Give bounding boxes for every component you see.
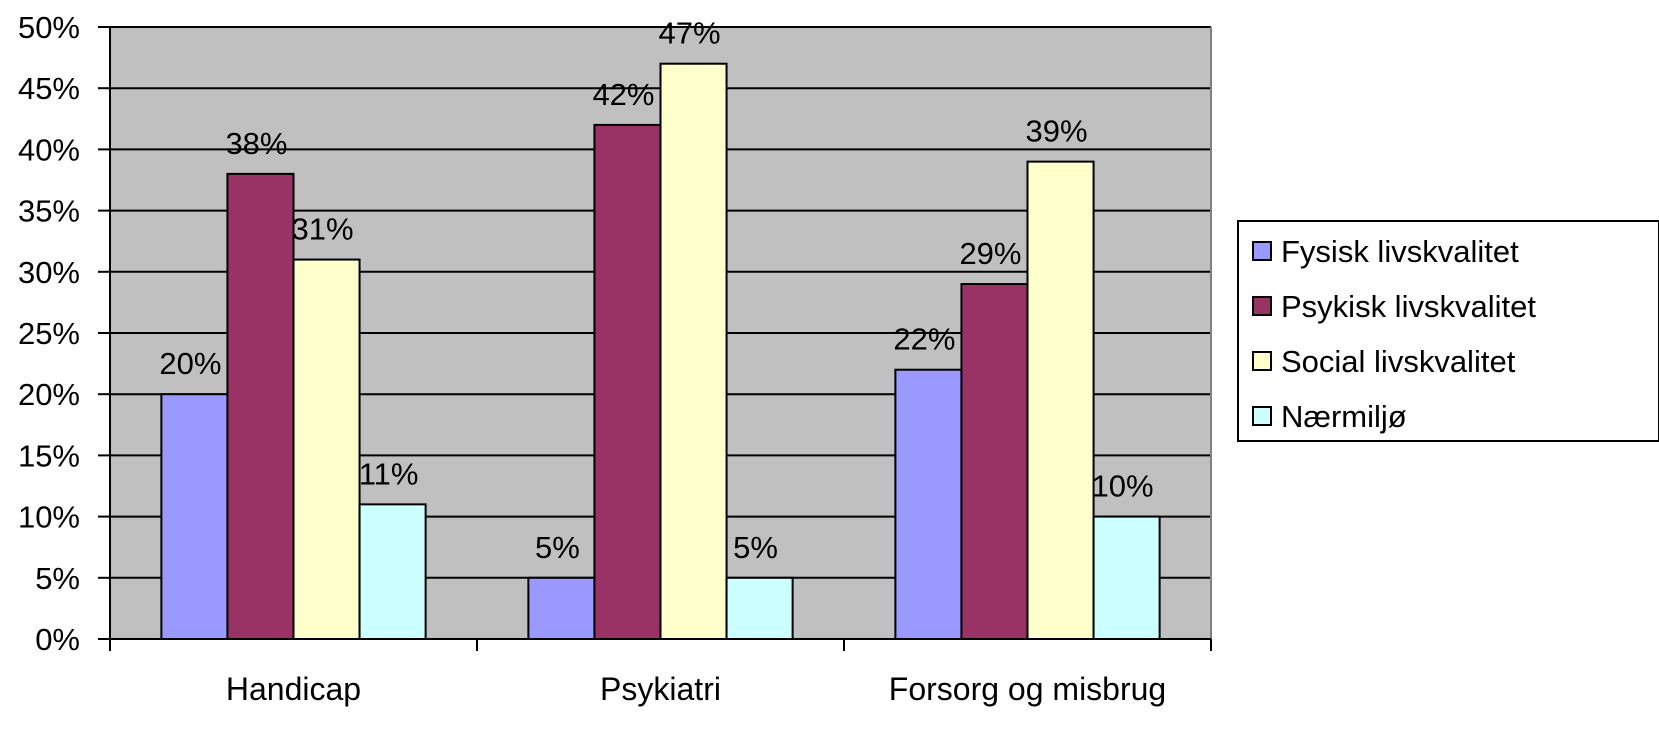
bar bbox=[527, 576, 596, 640]
bar bbox=[1092, 515, 1161, 640]
legend-label: Fysisk livskvalitet bbox=[1281, 234, 1519, 269]
bar bbox=[1026, 160, 1095, 640]
legend-swatch bbox=[1252, 406, 1272, 426]
y-tick-label: 0% bbox=[35, 622, 80, 657]
legend-label: Nærmiljø bbox=[1281, 399, 1407, 434]
bar bbox=[593, 123, 662, 641]
y-tick-label: 15% bbox=[18, 438, 80, 473]
data-label: 5% bbox=[535, 530, 580, 565]
data-label: 5% bbox=[733, 530, 778, 565]
legend-label: Psykisk livskvalitet bbox=[1281, 289, 1536, 324]
y-axis: 0% 5% 10% 15% 20% 25% 30% 35% 40% 45% 50% bbox=[18, 10, 111, 657]
bar bbox=[725, 576, 794, 640]
data-label: 42% bbox=[592, 77, 654, 112]
y-tick-label: 30% bbox=[18, 255, 80, 290]
legend: Fysisk livskvalitet Psykisk livskvalitet S… bbox=[1237, 220, 1659, 442]
data-label: 39% bbox=[1026, 114, 1088, 149]
y-tick-label: 25% bbox=[18, 316, 80, 351]
y-tick-label: 40% bbox=[18, 132, 80, 167]
bar bbox=[292, 258, 361, 640]
y-tick-label: 35% bbox=[18, 194, 80, 229]
y-tick-label: 45% bbox=[18, 71, 80, 106]
bar bbox=[226, 172, 295, 640]
data-label: 10% bbox=[1092, 469, 1154, 504]
y-tick-label: 10% bbox=[18, 500, 80, 535]
bar bbox=[160, 393, 229, 641]
data-label: 47% bbox=[659, 16, 721, 51]
y-tick-label: 20% bbox=[18, 377, 80, 412]
bar bbox=[960, 283, 1029, 640]
data-label: 29% bbox=[959, 236, 1021, 271]
legend-swatch bbox=[1252, 296, 1272, 316]
x-category-label: Handicap bbox=[226, 671, 361, 707]
x-category-label: Psykiatri bbox=[600, 671, 721, 707]
data-label: 22% bbox=[893, 322, 955, 357]
legend-label: Social livskvalitet bbox=[1281, 344, 1516, 379]
bar bbox=[894, 368, 963, 640]
x-axis: Handicap Psykiatri Forsorg og misbrug bbox=[109, 638, 1212, 707]
data-labels: 20% 5% 22% 38% 42% 29% 31% 47% 39% 11% 5% 10% bbox=[159, 16, 1153, 565]
data-label: 38% bbox=[225, 126, 287, 161]
bar bbox=[659, 62, 728, 641]
data-label: 31% bbox=[292, 212, 354, 247]
bars bbox=[160, 62, 1161, 641]
y-tick-label: 5% bbox=[35, 561, 80, 596]
x-category-label: Forsorg og misbrug bbox=[889, 671, 1166, 707]
legend-swatch bbox=[1252, 241, 1272, 261]
data-label: 20% bbox=[159, 346, 221, 381]
legend-swatch bbox=[1252, 351, 1272, 371]
legend-box bbox=[1237, 220, 1659, 442]
bar bbox=[358, 503, 427, 640]
y-tick-label: 50% bbox=[18, 10, 80, 45]
data-label: 11% bbox=[359, 456, 419, 491]
